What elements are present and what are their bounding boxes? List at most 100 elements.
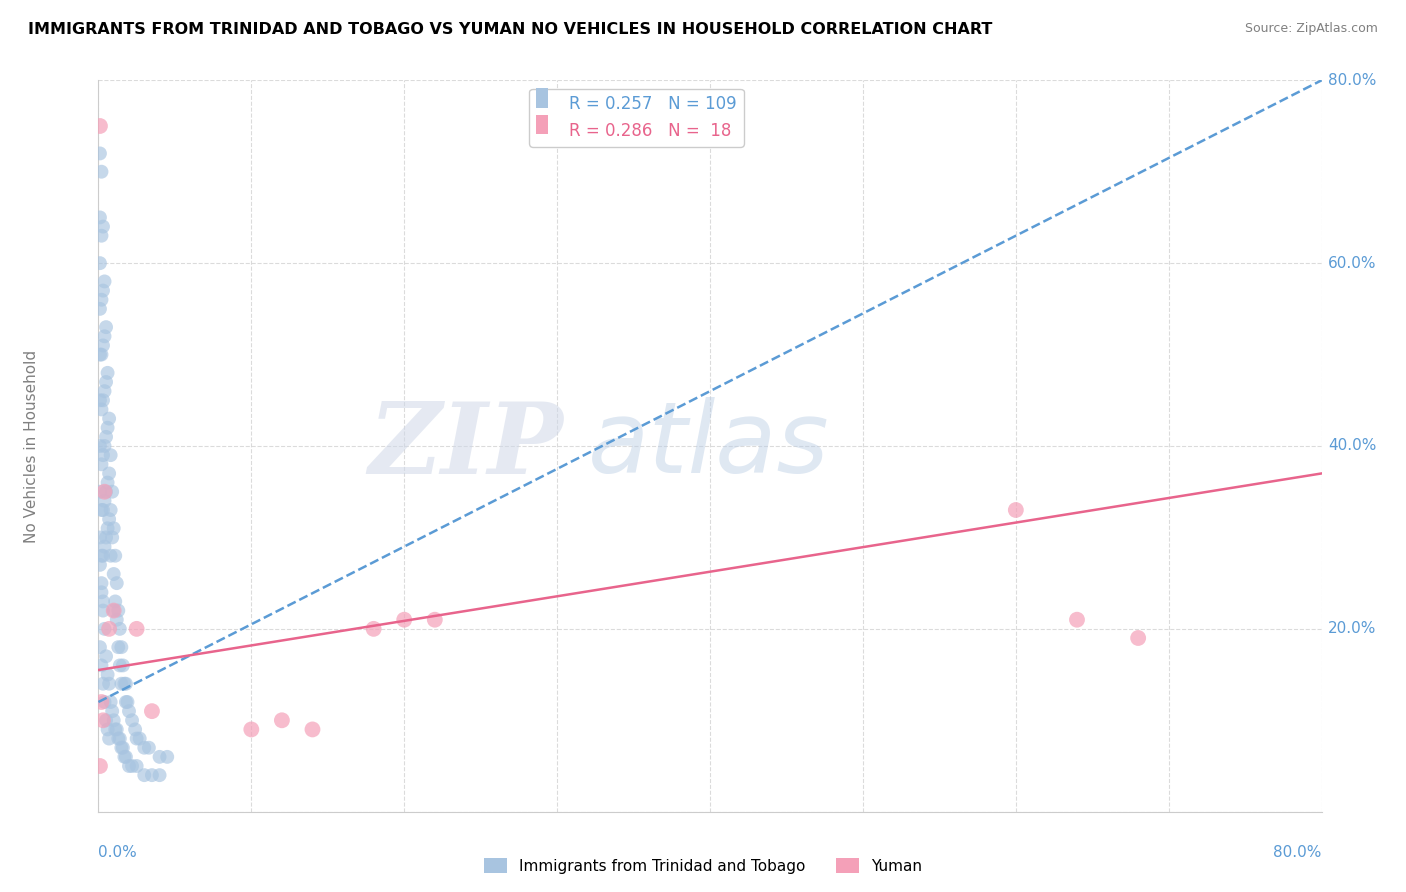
Point: [138, 740, 160, 755]
Point: [89, 301, 111, 316]
Point: [89, 558, 111, 572]
Point: [94, 320, 117, 334]
Point: [141, 704, 163, 718]
Text: 80.0%: 80.0%: [1327, 73, 1376, 87]
Text: IMMIGRANTS FROM TRINIDAD AND TOBAGO VS YUMAN NO VEHICLES IN HOUSEHOLD CORRELATIO: IMMIGRANTS FROM TRINIDAD AND TOBAGO VS Y…: [28, 22, 993, 37]
Point: [89, 211, 111, 225]
Point: [141, 768, 163, 782]
Point: [91, 393, 114, 408]
Point: [93, 439, 115, 453]
Point: [108, 622, 131, 636]
Point: [93, 540, 115, 554]
Point: [91, 338, 114, 352]
Point: [94, 375, 117, 389]
Point: [97, 421, 120, 435]
Point: [110, 640, 132, 655]
Point: [90, 348, 112, 362]
Point: [1004, 503, 1026, 517]
Point: [91, 549, 114, 563]
Point: [115, 695, 138, 709]
Point: [107, 731, 129, 746]
Point: [98, 622, 121, 636]
Point: [105, 576, 128, 591]
Point: [117, 695, 139, 709]
Point: [128, 731, 150, 746]
Point: [98, 731, 121, 746]
Point: [101, 530, 124, 544]
Point: [125, 759, 148, 773]
Point: [97, 723, 120, 737]
Point: [89, 256, 111, 270]
Point: [100, 448, 122, 462]
Point: [134, 740, 156, 755]
Point: [118, 759, 141, 773]
Point: [118, 704, 141, 718]
Text: 20.0%: 20.0%: [1327, 622, 1376, 636]
Point: [91, 448, 114, 462]
Text: 80.0%: 80.0%: [1274, 845, 1322, 860]
Point: [104, 549, 127, 563]
Legend: Immigrants from Trinidad and Tobago, Yuman: Immigrants from Trinidad and Tobago, Yum…: [478, 852, 928, 880]
Point: [94, 430, 117, 444]
Point: [89, 146, 111, 161]
Point: [100, 549, 122, 563]
Point: [101, 704, 124, 718]
Point: [93, 484, 115, 499]
Text: Source: ZipAtlas.com: Source: ZipAtlas.com: [1244, 22, 1378, 36]
Point: [149, 749, 172, 764]
Point: [89, 348, 111, 362]
Point: [93, 275, 115, 289]
Point: [90, 695, 112, 709]
Point: [363, 622, 385, 636]
Point: [121, 759, 143, 773]
Point: [103, 521, 125, 535]
Point: [392, 613, 416, 627]
Point: [94, 530, 117, 544]
Point: [100, 503, 122, 517]
Point: [98, 411, 121, 425]
Point: [240, 723, 263, 737]
Point: [90, 165, 112, 179]
Point: [91, 219, 114, 234]
Point: [105, 613, 128, 627]
Point: [110, 676, 132, 690]
Point: [1066, 613, 1088, 627]
Text: 60.0%: 60.0%: [1327, 256, 1376, 270]
Point: [111, 740, 134, 755]
Text: atlas: atlas: [588, 398, 830, 494]
Point: [125, 731, 148, 746]
Point: [103, 603, 125, 617]
Point: [156, 749, 179, 764]
Point: [112, 676, 135, 690]
Point: [105, 723, 128, 737]
Point: [103, 603, 125, 617]
Point: [110, 740, 132, 755]
Point: [89, 759, 111, 773]
Point: [97, 366, 120, 380]
Point: [103, 567, 125, 582]
Point: [90, 585, 112, 599]
Point: [270, 714, 292, 728]
Point: [89, 484, 111, 499]
Point: [98, 512, 121, 526]
Point: [134, 768, 156, 782]
Point: [89, 439, 111, 453]
Point: [149, 768, 172, 782]
Point: [107, 640, 129, 655]
Point: [93, 329, 115, 343]
Point: [97, 521, 120, 535]
Point: [89, 530, 111, 544]
Point: [423, 613, 446, 627]
Point: [98, 676, 121, 690]
Point: [108, 731, 131, 746]
Text: 40.0%: 40.0%: [1327, 439, 1376, 453]
Point: [100, 695, 122, 709]
Point: [121, 714, 143, 728]
Point: [94, 484, 117, 499]
Point: [90, 293, 112, 307]
Point: [104, 594, 127, 608]
Legend: R = 0.257   N = 109, R = 0.286   N =  18: R = 0.257 N = 109, R = 0.286 N = 18: [530, 88, 744, 146]
Text: 0.0%: 0.0%: [98, 845, 138, 860]
Point: [93, 493, 115, 508]
Point: [91, 594, 114, 608]
